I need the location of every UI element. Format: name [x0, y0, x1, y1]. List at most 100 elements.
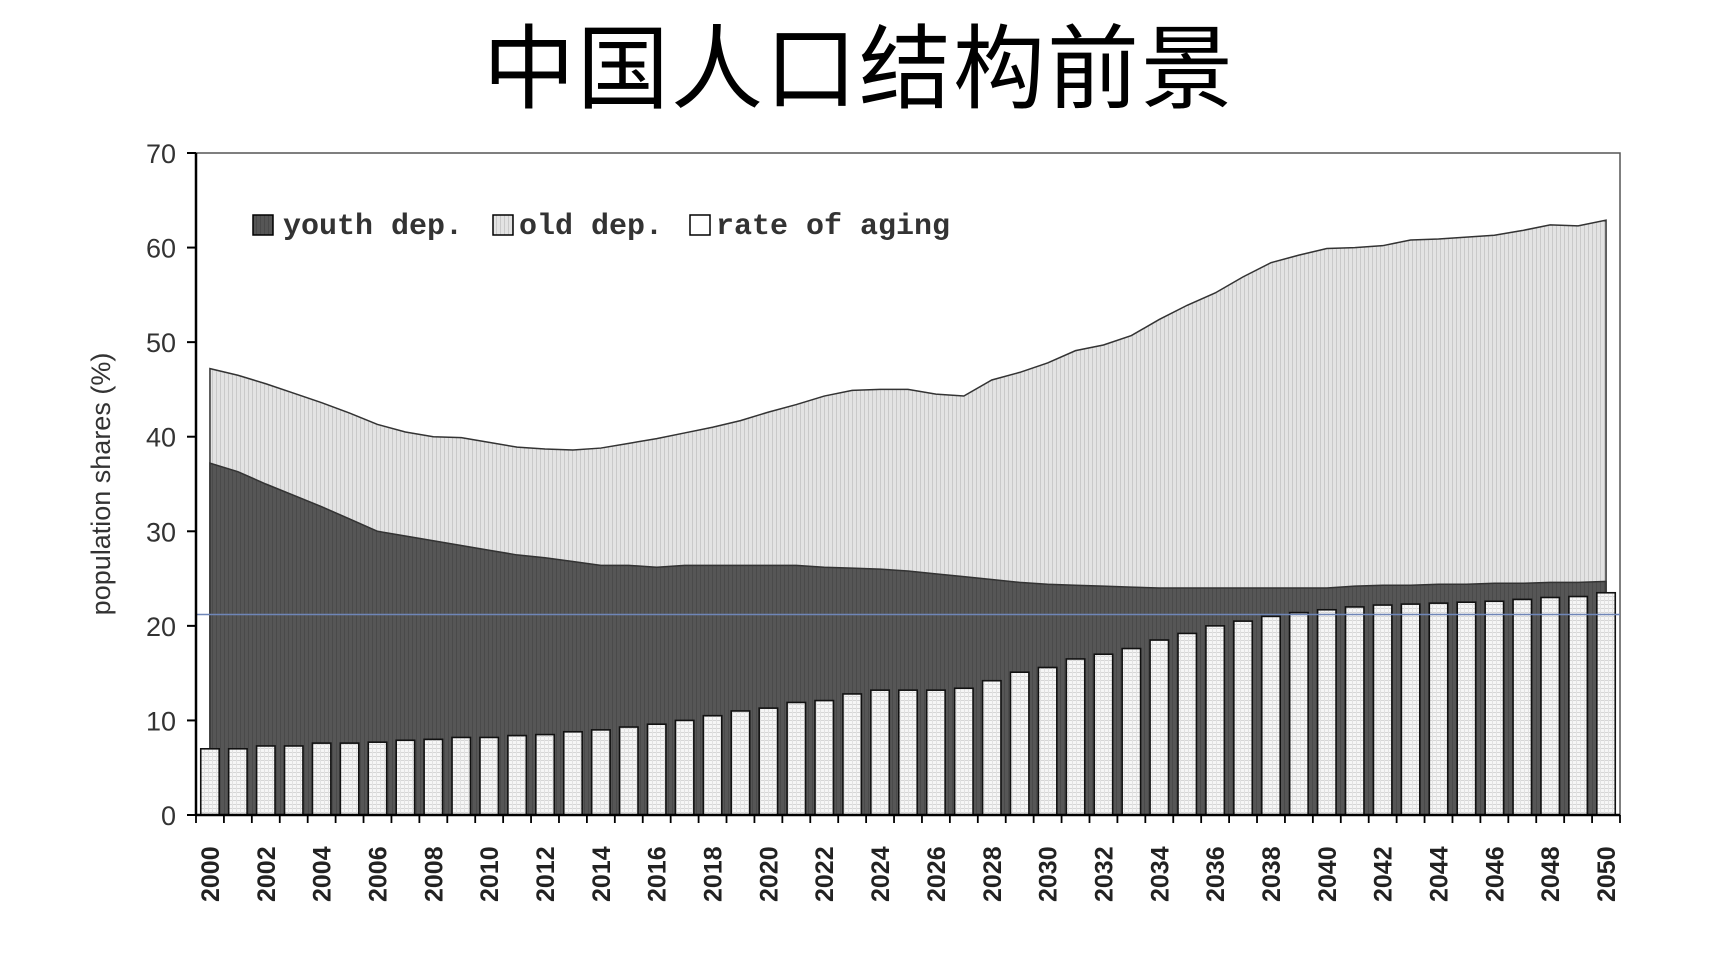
x-tick-label: 2032 [1090, 846, 1118, 902]
x-axis-ticks: 2000 2002 2004 2006 2008 2010 2012 2014 2016 2018… [195, 815, 1621, 902]
bar-rate-of-aging-2041 [1344, 606, 1365, 816]
y-tick-label: 60 [146, 234, 176, 264]
x-tick-label: 2018 [700, 846, 728, 902]
legend-swatch-youth-dep [252, 214, 274, 236]
page-title: 中国人口结构前景 [482, 16, 1235, 123]
bar-rate-of-aging-2012 [535, 733, 556, 816]
x-tick-label: 2028 [979, 846, 1007, 902]
bar-rate-of-aging-2009 [451, 736, 472, 816]
bar-rate-of-aging-2006 [367, 741, 388, 816]
bar-rate-of-aging-2017 [674, 719, 695, 816]
bar-rate-of-aging-2003 [283, 745, 304, 816]
area-youth-dep [209, 462, 1607, 816]
bar-rate-of-aging-2039 [1288, 611, 1309, 816]
x-tick-label: 2044 [1426, 846, 1454, 902]
x-tick-label: 2046 [1481, 846, 1509, 902]
bar-rate-of-aging-2035 [1177, 632, 1198, 816]
y-tick-label: 30 [146, 517, 176, 547]
area-series-group [209, 219, 1607, 816]
bar-rate-of-aging-2020 [758, 707, 779, 816]
bar-rate-of-aging-2000 [199, 747, 220, 816]
bar-rate-of-aging-2033 [1121, 647, 1142, 816]
bar-rate-of-aging-2048 [1540, 596, 1561, 816]
x-tick-label: 2038 [1258, 846, 1286, 902]
legend-label-old-dep: old dep. [519, 210, 663, 244]
x-tick-label: 2004 [309, 846, 337, 902]
y-tick-label: 40 [146, 423, 176, 453]
bar-rate-of-aging-2010 [479, 736, 500, 816]
bar-rate-of-aging-2038 [1260, 615, 1282, 816]
bar-rate-of-aging-2045 [1456, 601, 1477, 816]
bar-rate-of-aging-2019 [730, 710, 751, 816]
y-axis-ticks: 0 10 20 30 40 50 60 70 [146, 139, 196, 831]
bar-rate-of-aging-2023 [842, 693, 863, 816]
y-axis-label: population shares (%) [86, 353, 116, 616]
bar-rate-of-aging-2030 [1037, 666, 1058, 816]
bar-rate-of-aging-2021 [786, 701, 807, 816]
bar-rate-of-aging-2013 [562, 730, 583, 816]
bar-rate-of-aging-2047 [1512, 598, 1533, 816]
x-tick-label: 2008 [420, 846, 448, 902]
bar-rate-of-aging-2032 [1093, 653, 1114, 816]
x-tick-label: 2014 [588, 846, 616, 902]
bar-rate-of-aging-2014 [590, 729, 611, 816]
x-tick-label: 2034 [1146, 846, 1174, 902]
x-tick-label: 2000 [197, 846, 225, 902]
x-tick-label: 2010 [476, 846, 504, 902]
legend-swatch-old-dep [492, 214, 514, 236]
bar-rate-of-aging-2044 [1428, 602, 1449, 816]
y-tick-label: 70 [146, 139, 176, 169]
x-tick-label: 2016 [644, 846, 672, 902]
y-tick-label: 0 [161, 801, 176, 831]
bar-rate-of-aging-2022 [814, 699, 835, 816]
bar-rate-of-aging-2042 [1372, 604, 1393, 816]
bar-rate-of-aging-2043 [1400, 603, 1421, 816]
bar-rate-of-aging-2026 [925, 689, 946, 816]
legend-swatch-rate-of-aging [689, 214, 711, 236]
bar-rate-of-aging-2027 [953, 687, 974, 816]
bar-rate-of-aging-2001 [227, 747, 248, 816]
y-tick-label: 20 [146, 612, 176, 642]
bar-rate-of-aging-2028 [981, 679, 1002, 816]
x-tick-label: 2006 [364, 846, 392, 902]
bar-rate-of-aging-2050 [1596, 591, 1617, 816]
legend-label-rate-of-aging: rate of aging [716, 210, 950, 244]
bar-rate-of-aging-2011 [507, 734, 528, 816]
bar-rate-of-aging-2002 [255, 745, 276, 816]
x-tick-label: 2020 [755, 846, 783, 902]
x-tick-label: 2012 [532, 846, 560, 902]
x-tick-label: 2030 [1035, 846, 1063, 902]
bar-rate-of-aging-2016 [646, 723, 667, 816]
bar-series-group [199, 591, 1617, 816]
bar-rate-of-aging-2031 [1065, 658, 1086, 816]
bar-rate-of-aging-2034 [1149, 639, 1170, 816]
y-tick-label: 50 [146, 328, 176, 358]
bar-rate-of-aging-2004 [311, 742, 332, 816]
x-tick-label: 2036 [1202, 846, 1230, 902]
y-tick-label: 10 [146, 706, 176, 736]
bar-rate-of-aging-2008 [423, 738, 444, 816]
x-tick-label: 2002 [253, 846, 281, 902]
legend: youth dep. old dep. rate of aging [252, 210, 950, 244]
bar-rate-of-aging-2037 [1233, 620, 1254, 816]
x-tick-label: 2042 [1370, 846, 1398, 902]
x-tick-label: 2022 [811, 846, 839, 902]
x-tick-label: 2040 [1314, 846, 1342, 902]
bar-rate-of-aging-2025 [897, 689, 919, 816]
bar-rate-of-aging-2024 [870, 689, 891, 816]
bar-rate-of-aging-2007 [395, 739, 416, 816]
bar-rate-of-aging-2018 [702, 714, 723, 816]
bar-rate-of-aging-2046 [1484, 600, 1505, 816]
bar-rate-of-aging-2049 [1568, 595, 1589, 816]
bar-rate-of-aging-2015 [618, 726, 639, 816]
x-tick-label: 2024 [867, 846, 895, 902]
x-tick-label: 2048 [1537, 846, 1565, 902]
bar-rate-of-aging-2036 [1205, 625, 1226, 816]
bar-rate-of-aging-2040 [1316, 608, 1337, 816]
bar-rate-of-aging-2005 [339, 742, 360, 816]
x-tick-label: 2050 [1593, 846, 1621, 902]
legend-label-youth-dep: youth dep. [283, 210, 463, 244]
x-tick-label: 2026 [923, 846, 951, 902]
bar-rate-of-aging-2029 [1009, 671, 1030, 816]
